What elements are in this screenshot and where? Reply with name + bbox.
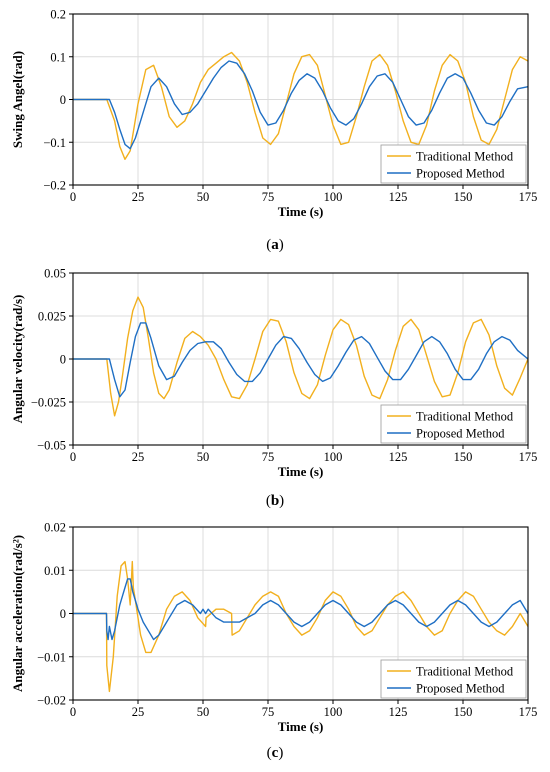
legend-label: Proposed Method bbox=[416, 682, 505, 696]
x-tick-label: 0 bbox=[70, 190, 76, 204]
legend: Traditional Method Proposed Method bbox=[380, 659, 527, 699]
x-tick-label: 25 bbox=[132, 190, 145, 204]
x-tick-label: 100 bbox=[324, 450, 343, 464]
legend: Traditional Method Proposed Method bbox=[380, 144, 527, 184]
x-tick-label: 150 bbox=[454, 705, 473, 719]
x-tick-label: 50 bbox=[197, 450, 210, 464]
y-tick-label: −0.02 bbox=[37, 694, 66, 708]
x-tick-label: 25 bbox=[132, 705, 145, 719]
legend-label: Traditional Method bbox=[416, 665, 514, 679]
series-line-proposed bbox=[73, 578, 529, 641]
x-tick-label: 75 bbox=[262, 705, 275, 719]
legend-label: Traditional Method bbox=[416, 410, 514, 424]
y-tick-label: 0 bbox=[60, 607, 66, 621]
x-tick-label: 50 bbox=[197, 190, 210, 204]
x-axis-label: Time (s) bbox=[278, 204, 324, 219]
y-tick-label: −0.01 bbox=[37, 650, 66, 664]
x-tick-label: 125 bbox=[389, 705, 408, 719]
y-tick-label: 0.05 bbox=[44, 267, 66, 281]
x-tick-label: 25 bbox=[132, 450, 145, 464]
chart-a: 0 25 50 75 100 125 150 175 −0.2 −0.1 0 0.1 0.2 Time (… bbox=[10, 8, 537, 220]
y-tick-label: 0.2 bbox=[50, 8, 66, 22]
x-tick-label: 125 bbox=[389, 190, 408, 204]
x-tick-label: 0 bbox=[70, 705, 76, 719]
series-line-proposed bbox=[73, 60, 529, 150]
caption-b: (b) bbox=[265, 493, 285, 509]
legend-box bbox=[380, 404, 527, 444]
x-tick-label: 175 bbox=[519, 190, 538, 204]
x-tick-label: 175 bbox=[519, 705, 538, 719]
x-axis-label: Time (s) bbox=[278, 464, 324, 479]
x-tick-label: 0 bbox=[70, 450, 76, 464]
y-tick-label: 0.025 bbox=[38, 310, 66, 324]
x-tick-label: 150 bbox=[454, 450, 473, 464]
caption-a: (a) bbox=[266, 237, 284, 253]
legend-label: Traditional Method bbox=[416, 150, 514, 164]
series-line-proposed bbox=[73, 322, 529, 398]
caption-a-letter: a bbox=[271, 237, 279, 253]
x-tick-label: 100 bbox=[324, 705, 343, 719]
y-tick-label: −0.025 bbox=[31, 396, 66, 410]
legend-label: Proposed Method bbox=[416, 167, 505, 181]
x-tick-label: 150 bbox=[454, 190, 473, 204]
series-line-traditional bbox=[73, 296, 529, 417]
caption-c-letter: c bbox=[271, 745, 279, 761]
series-line-traditional bbox=[73, 560, 529, 693]
chart-b: 0 25 50 75 100 125 150 175 −0.05 −0.025 0 0.025 0.05… bbox=[10, 267, 537, 480]
series-line-traditional bbox=[73, 51, 529, 160]
y-tick-label: 0.1 bbox=[50, 50, 66, 64]
y-axis-label: Swing Angel(rad) bbox=[10, 51, 25, 148]
y-axis-label: Angular acceleration(rad/s²) bbox=[10, 535, 25, 692]
y-tick-label: −0.1 bbox=[43, 136, 66, 150]
x-tick-label: 175 bbox=[519, 450, 538, 464]
legend-box bbox=[380, 659, 527, 699]
x-axis-label: Time (s) bbox=[278, 719, 324, 734]
caption-b-letter: b bbox=[270, 493, 280, 509]
x-tick-label: 75 bbox=[262, 190, 275, 204]
x-tick-label: 125 bbox=[389, 450, 408, 464]
legend-box bbox=[380, 144, 527, 184]
caption-c: (c) bbox=[266, 745, 284, 761]
x-tick-label: 75 bbox=[262, 450, 275, 464]
chart-c: 0 25 50 75 100 125 150 175 −0.02 −0.01 0 0.01 0.02 Ti… bbox=[10, 521, 537, 735]
y-axis-label: Angular velocity(rad/s) bbox=[10, 295, 25, 424]
y-tick-label: 0.02 bbox=[44, 521, 66, 535]
legend: Traditional Method Proposed Method bbox=[380, 404, 527, 444]
x-tick-label: 100 bbox=[324, 190, 343, 204]
legend-label: Proposed Method bbox=[416, 427, 505, 441]
x-tick-label: 50 bbox=[197, 705, 210, 719]
y-tick-label: 0 bbox=[60, 353, 66, 367]
y-tick-label: 0 bbox=[60, 93, 66, 107]
y-tick-label: −0.2 bbox=[43, 179, 66, 193]
y-tick-label: −0.05 bbox=[37, 439, 66, 453]
y-tick-label: 0.01 bbox=[44, 564, 66, 578]
